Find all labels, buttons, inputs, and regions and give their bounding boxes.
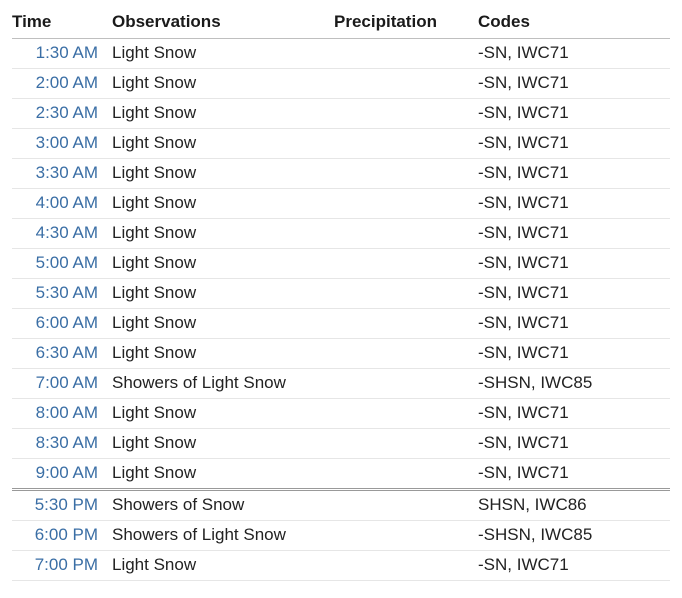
observation-cell: Light Snow xyxy=(112,339,334,369)
codes-cell: -SN, IWC71 xyxy=(478,39,670,69)
codes-cell: -SN, IWC71 xyxy=(478,69,670,99)
precipitation-cell xyxy=(334,219,478,249)
codes-cell: -SN, IWC71 xyxy=(478,219,670,249)
codes-cell: -SHSN, IWC85 xyxy=(478,369,670,399)
observation-cell: Light Snow xyxy=(112,39,334,69)
table-row: 3:30 AMLight Snow -SN, IWC71 xyxy=(12,159,670,189)
precipitation-cell xyxy=(334,339,478,369)
table-row: 6:00 AMLight Snow -SN, IWC71 xyxy=(12,309,670,339)
table-row: 4:30 AMLight Snow -SN, IWC71 xyxy=(12,219,670,249)
observation-cell: Light Snow xyxy=(112,459,334,490)
precipitation-cell xyxy=(334,69,478,99)
table-row: 7:00 AMShowers of Light Snow -SHSN, IWC85 xyxy=(12,369,670,399)
weather-observations-table: Time Observations Precipitation Codes 1:… xyxy=(12,8,670,581)
table-row: 1:30 AMLight Snow -SN, IWC71 xyxy=(12,39,670,69)
codes-cell: -SN, IWC71 xyxy=(478,279,670,309)
table-row: 6:00 PMShowers of Light Snow -SHSN, IWC85 xyxy=(12,521,670,551)
precipitation-cell xyxy=(334,279,478,309)
precipitation-cell xyxy=(334,521,478,551)
observation-cell: Showers of Light Snow xyxy=(112,521,334,551)
observation-cell: Light Snow xyxy=(112,429,334,459)
observation-cell: Light Snow xyxy=(112,249,334,279)
precipitation-cell xyxy=(334,189,478,219)
precipitation-cell xyxy=(334,551,478,581)
time-link[interactable]: 8:30 AM xyxy=(12,429,112,459)
time-link[interactable]: 5:30 AM xyxy=(12,279,112,309)
table-row: 2:30 AMLight Snow -SN, IWC71 xyxy=(12,99,670,129)
table-row: 6:30 AMLight Snow -SN, IWC71 xyxy=(12,339,670,369)
observation-cell: Light Snow xyxy=(112,129,334,159)
time-link[interactable]: 9:00 AM xyxy=(12,459,112,490)
header-row: Time Observations Precipitation Codes xyxy=(12,8,670,39)
table-row: 5:30 AMLight Snow -SN, IWC71 xyxy=(12,279,670,309)
col-header-observations: Observations xyxy=(112,8,334,39)
observation-cell: Light Snow xyxy=(112,551,334,581)
time-link[interactable]: 6:30 AM xyxy=(12,339,112,369)
table-row: 8:00 AMLight Snow -SN, IWC71 xyxy=(12,399,670,429)
time-link[interactable]: 7:00 PM xyxy=(12,551,112,581)
table-row: 4:00 AMLight Snow -SN, IWC71 xyxy=(12,189,670,219)
precipitation-cell xyxy=(334,159,478,189)
precipitation-cell xyxy=(334,369,478,399)
table-row: 2:00 AMLight Snow -SN, IWC71 xyxy=(12,69,670,99)
time-link[interactable]: 8:00 AM xyxy=(12,399,112,429)
observation-cell: Light Snow xyxy=(112,99,334,129)
observation-cell: Light Snow xyxy=(112,219,334,249)
codes-cell: -SN, IWC71 xyxy=(478,129,670,159)
time-link[interactable]: 3:00 AM xyxy=(12,129,112,159)
codes-cell: -SN, IWC71 xyxy=(478,189,670,219)
codes-cell: -SHSN, IWC85 xyxy=(478,521,670,551)
codes-cell: -SN, IWC71 xyxy=(478,339,670,369)
table-row: 5:30 PMShowers of Snow SHSN, IWC86 xyxy=(12,490,670,521)
precipitation-cell xyxy=(334,459,478,490)
codes-cell: -SN, IWC71 xyxy=(478,399,670,429)
time-link[interactable]: 1:30 AM xyxy=(12,39,112,69)
observation-cell: Light Snow xyxy=(112,159,334,189)
precipitation-cell xyxy=(334,399,478,429)
observation-cell: Light Snow xyxy=(112,279,334,309)
table-row: 9:00 AMLight Snow -SN, IWC71 xyxy=(12,459,670,490)
time-link[interactable]: 2:30 AM xyxy=(12,99,112,129)
time-link[interactable]: 6:00 PM xyxy=(12,521,112,551)
precipitation-cell xyxy=(334,249,478,279)
precipitation-cell xyxy=(334,309,478,339)
time-link[interactable]: 7:00 AM xyxy=(12,369,112,399)
table-row: 7:00 PMLight Snow -SN, IWC71 xyxy=(12,551,670,581)
codes-cell: -SN, IWC71 xyxy=(478,309,670,339)
time-link[interactable]: 2:00 AM xyxy=(12,69,112,99)
codes-cell: -SN, IWC71 xyxy=(478,99,670,129)
time-link[interactable]: 6:00 AM xyxy=(12,309,112,339)
precipitation-cell xyxy=(334,429,478,459)
table-row: 8:30 AMLight Snow -SN, IWC71 xyxy=(12,429,670,459)
precipitation-cell xyxy=(334,129,478,159)
observation-cell: Showers of Light Snow xyxy=(112,369,334,399)
time-link[interactable]: 3:30 AM xyxy=(12,159,112,189)
time-link[interactable]: 5:30 PM xyxy=(12,490,112,521)
codes-cell: -SN, IWC71 xyxy=(478,551,670,581)
observation-cell: Light Snow xyxy=(112,399,334,429)
codes-cell: -SN, IWC71 xyxy=(478,249,670,279)
codes-cell: SHSN, IWC86 xyxy=(478,490,670,521)
table-row: 5:00 AMLight Snow -SN, IWC71 xyxy=(12,249,670,279)
precipitation-cell xyxy=(334,490,478,521)
observation-cell: Light Snow xyxy=(112,309,334,339)
observation-cell: Light Snow xyxy=(112,69,334,99)
codes-cell: -SN, IWC71 xyxy=(478,429,670,459)
codes-cell: -SN, IWC71 xyxy=(478,459,670,490)
precipitation-cell xyxy=(334,39,478,69)
col-header-precipitation: Precipitation xyxy=(334,8,478,39)
codes-cell: -SN, IWC71 xyxy=(478,159,670,189)
precipitation-cell xyxy=(334,99,478,129)
observation-cell: Light Snow xyxy=(112,189,334,219)
time-link[interactable]: 5:00 AM xyxy=(12,249,112,279)
col-header-time: Time xyxy=(12,8,112,39)
time-link[interactable]: 4:30 AM xyxy=(12,219,112,249)
time-link[interactable]: 4:00 AM xyxy=(12,189,112,219)
observation-cell: Showers of Snow xyxy=(112,490,334,521)
table-row: 3:00 AMLight Snow -SN, IWC71 xyxy=(12,129,670,159)
col-header-codes: Codes xyxy=(478,8,670,39)
